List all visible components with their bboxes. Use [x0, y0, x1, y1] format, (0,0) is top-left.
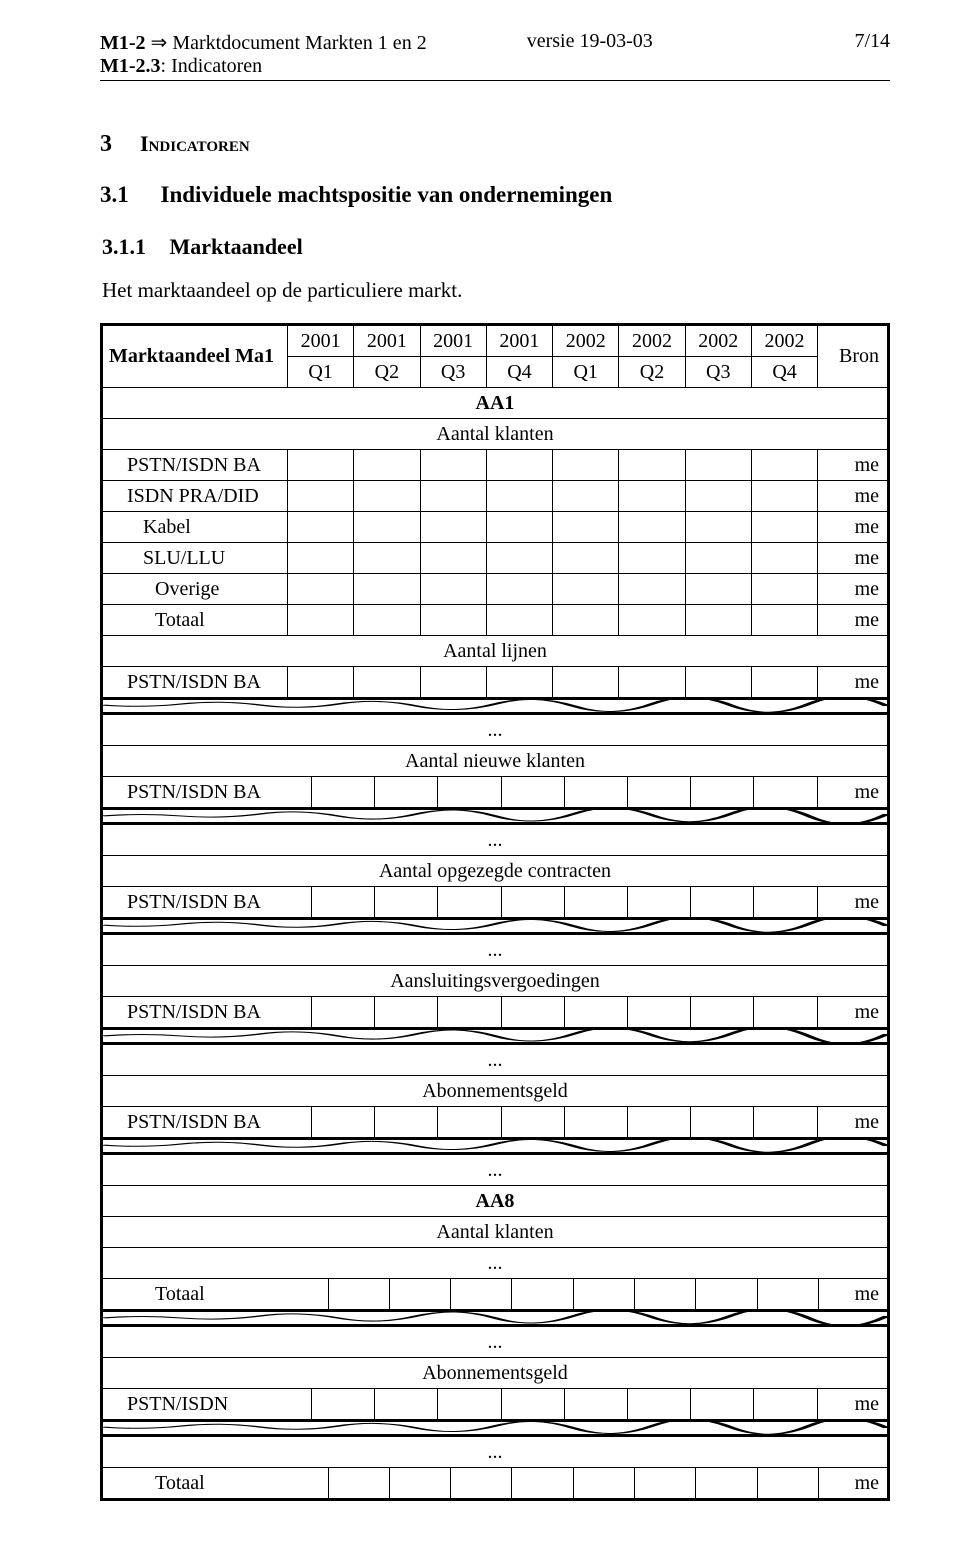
- subline-code: M1-2.3: [100, 55, 161, 77]
- subhead-lijnen: Aantal lijnen: [102, 636, 889, 667]
- ellipsis: ...: [102, 1044, 889, 1076]
- subsubsection-number: 3.1.1: [102, 234, 146, 259]
- me-cell: me: [818, 481, 889, 512]
- me-cell: me: [818, 512, 889, 543]
- torn-edge: [100, 809, 890, 823]
- subhead-abonnement: Abonnementsgeld: [102, 1076, 889, 1107]
- row-label: PSTN/ISDN BA: [102, 450, 288, 481]
- table-block: ... Aantal nieuwe klanten PSTN/ISDN BA m…: [100, 712, 890, 810]
- col-q: Q2: [354, 357, 420, 388]
- col-q: Q4: [486, 357, 552, 388]
- me-cell: me: [818, 450, 889, 481]
- marktaandeel-table: Marktaandeel Ma1 2001 2001 2001 2001 200…: [100, 323, 890, 700]
- subline-title: Indicatoren: [171, 55, 262, 77]
- subhead-opgezegd: Aantal opgezegde contracten: [102, 856, 889, 887]
- doc-title: Marktdocument Markten 1 en 2: [172, 32, 426, 54]
- torn-edge: [100, 699, 890, 713]
- torn-edge: [100, 919, 890, 933]
- ellipsis: ...: [102, 1154, 889, 1186]
- col-year: 2002: [553, 325, 619, 357]
- col-q: Q3: [420, 357, 486, 388]
- doc-code: M1-2: [100, 32, 146, 54]
- ellipsis: ...: [102, 1248, 889, 1279]
- torn-edge: [100, 1029, 890, 1043]
- table-block: ... Aantal opgezegde contracten PSTN/ISD…: [100, 822, 890, 920]
- subhead-klanten: Aantal klanten: [102, 1217, 889, 1248]
- header-divider: [100, 80, 890, 81]
- row-label: Totaal: [102, 605, 288, 636]
- row-label: Totaal: [102, 1468, 329, 1500]
- col-year: 2002: [685, 325, 751, 357]
- col-year: 2001: [354, 325, 420, 357]
- intro-text: Het marktaandeel op de particuliere mark…: [102, 278, 890, 303]
- version-label: versie 19-03-03: [527, 30, 653, 55]
- col-bron: Bron: [818, 325, 889, 388]
- col-year: 2001: [420, 325, 486, 357]
- col-year: 2002: [751, 325, 817, 357]
- ellipsis: ...: [102, 1436, 889, 1468]
- aa1-header: AA1: [102, 388, 889, 419]
- row-label: PSTN/ISDN BA: [102, 777, 312, 809]
- col-q: Q1: [287, 357, 353, 388]
- section-number: 3: [100, 131, 112, 157]
- me-cell: me: [818, 543, 889, 574]
- arrow: ⇒: [151, 32, 168, 54]
- row-label: PSTN/ISDN BA: [102, 667, 288, 699]
- col-q: Q1: [553, 357, 619, 388]
- subsection-number: 3.1: [100, 182, 129, 207]
- torn-edge: [100, 1311, 890, 1325]
- me-cell: me: [817, 887, 888, 919]
- col-q: Q2: [619, 357, 685, 388]
- table-block: ... Aansluitingsvergoedingen PSTN/ISDN B…: [100, 932, 890, 1030]
- table-block: ... Abonnementsgeld PSTN/ISDN BA me: [100, 1042, 890, 1140]
- page-number: 7/14: [854, 30, 890, 78]
- row-label: PSTN/ISDN BA: [102, 1107, 312, 1139]
- subhead-nieuwe: Aantal nieuwe klanten: [102, 746, 889, 777]
- torn-edge: [100, 1421, 890, 1435]
- row-label: Totaal: [102, 1279, 329, 1311]
- row-label: Overige: [102, 574, 288, 605]
- me-cell: me: [818, 1468, 888, 1500]
- subhead-abonnement: Abonnementsgeld: [102, 1358, 889, 1389]
- me-cell: me: [818, 574, 889, 605]
- section-title: Indicatoren: [140, 131, 250, 156]
- col-year: 2002: [619, 325, 685, 357]
- col-year: 2001: [486, 325, 552, 357]
- row-label: Kabel: [102, 512, 288, 543]
- col-year: 2001: [287, 325, 353, 357]
- ellipsis: ...: [102, 1326, 889, 1358]
- aa8-header: AA8: [102, 1186, 889, 1217]
- me-cell: me: [817, 777, 888, 809]
- page-header: M1-2 ⇒ Marktdocument Markten 1 en 2 vers…: [100, 30, 890, 78]
- me-cell: me: [818, 667, 889, 699]
- torn-edge: [100, 1139, 890, 1153]
- me-cell: me: [817, 1107, 888, 1139]
- subhead-klanten: Aantal klanten: [102, 419, 889, 450]
- row-label: PSTN/ISDN: [102, 1389, 312, 1421]
- col-q: Q4: [751, 357, 817, 388]
- row-label: ISDN PRA/DID: [102, 481, 288, 512]
- me-cell: me: [817, 1389, 888, 1421]
- ellipsis: ...: [102, 824, 889, 856]
- row-label: PSTN/ISDN BA: [102, 997, 312, 1029]
- me-cell: me: [817, 997, 888, 1029]
- table-block: ... Abonnementsgeld PSTN/ISDN me: [100, 1324, 890, 1422]
- subsection-title: Individuele machtspositie van ondernemin…: [161, 182, 613, 207]
- col-q: Q3: [685, 357, 751, 388]
- table-title: Marktaandeel Ma1: [102, 325, 288, 388]
- row-label: SLU/LLU: [102, 543, 288, 574]
- ellipsis: ...: [102, 714, 889, 746]
- row-label: PSTN/ISDN BA: [102, 887, 312, 919]
- me-cell: me: [818, 1279, 888, 1311]
- ellipsis: ...: [102, 934, 889, 966]
- table-block: ... AA8 Aantal klanten ... Totaal me: [100, 1152, 890, 1312]
- subsubsection-title: Marktaandeel: [170, 234, 303, 259]
- subhead-aansluit: Aansluitingsvergoedingen: [102, 966, 889, 997]
- me-cell: me: [818, 605, 889, 636]
